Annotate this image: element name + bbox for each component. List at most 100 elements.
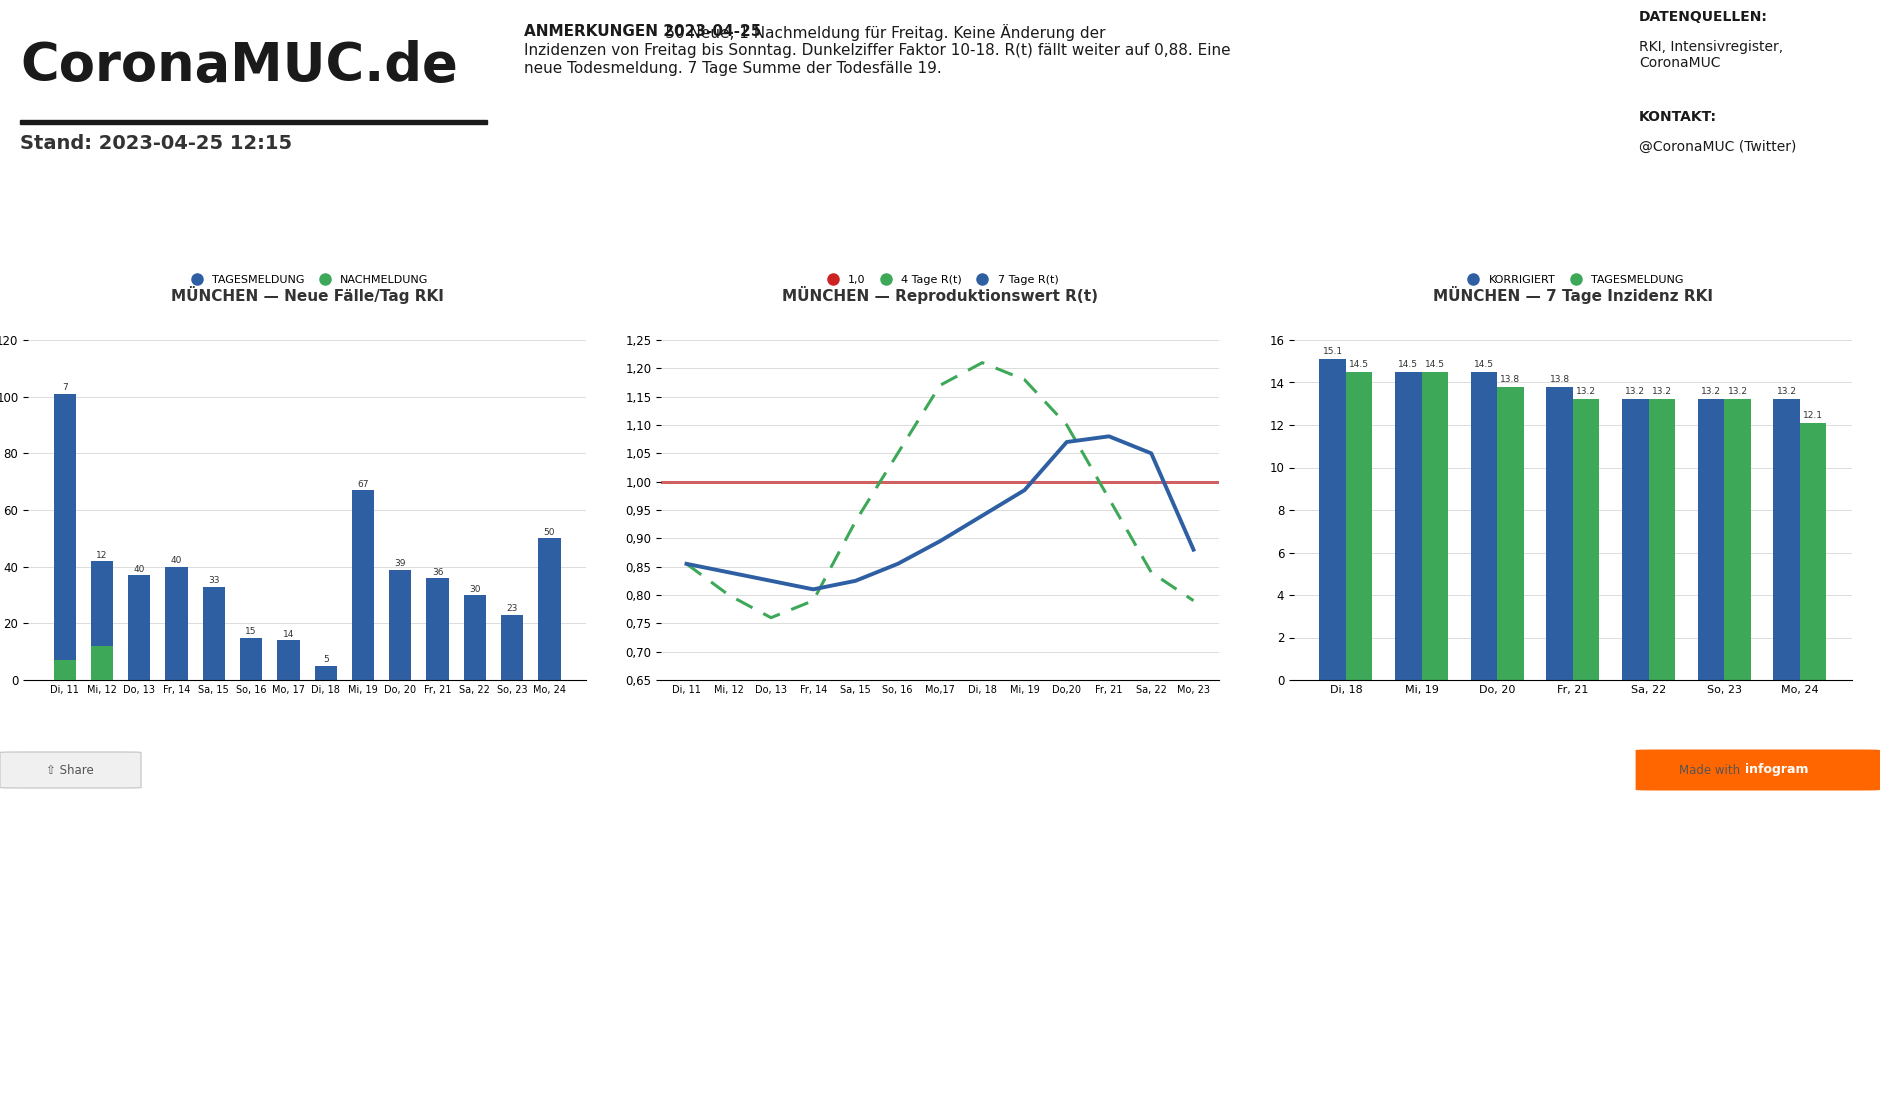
Text: 50 Neue, 1 Nachmeldung für Freitag. Keine Änderung der
Inzidenzen von Freitag bi: 50 Neue, 1 Nachmeldung für Freitag. Kein… [525, 25, 1231, 76]
Bar [1799, 423, 1827, 680]
Text: 14.5: 14.5 [1474, 360, 1495, 369]
Bar [1496, 387, 1525, 680]
Legend: TAGESMELDUNG, NACHMELDUNG: TAGESMELDUNG, NACHMELDUNG [180, 271, 432, 290]
Text: KONTAKT:: KONTAKT: [1639, 110, 1716, 124]
Title: MÜNCHEN — 7 Tage Inzidenz RKI: MÜNCHEN — 7 Tage Inzidenz RKI [1433, 286, 1713, 304]
Text: 13.8: 13.8 [1500, 374, 1521, 383]
Text: 40: 40 [133, 565, 145, 574]
Text: 15.1: 15.1 [1324, 346, 1342, 356]
Text: 13.2: 13.2 [1575, 388, 1596, 397]
Text: ANMERKUNGEN 2023-04-25: ANMERKUNGEN 2023-04-25 [525, 25, 761, 39]
Bar [314, 666, 337, 680]
Bar [464, 595, 487, 680]
Text: Di–Sa.*: Di–Sa.* [449, 319, 491, 331]
Text: 39: 39 [395, 559, 406, 568]
Text: ⇧ Share: ⇧ Share [45, 763, 94, 776]
Legend: KORRIGIERT, TAGESMELDUNG: KORRIGIERT, TAGESMELDUNG [1457, 271, 1688, 290]
Text: * RKI Zahlen zu Inzidenz, Fallzahlen, Nachmeldungen und Todesfällen: Dienstag bi: * RKI Zahlen zu Inzidenz, Fallzahlen, Na… [444, 710, 1436, 725]
Text: Täglich: Täglich [763, 319, 805, 331]
Title: MÜNCHEN — Neue Fälle/Tag RKI: MÜNCHEN — Neue Fälle/Tag RKI [171, 286, 444, 304]
Text: Stand: 2023-04-25 12:15: Stand: 2023-04-25 12:15 [21, 134, 293, 153]
Text: 7: 7 [62, 383, 68, 392]
Bar [1547, 387, 1574, 680]
Bar [538, 538, 560, 680]
Bar [1346, 372, 1372, 680]
Bar [352, 490, 374, 680]
Text: IFR/KH basiert: IFR/KH basiert [1055, 296, 1139, 310]
Text: INTENSIVBETTENBELEGUNG: INTENSIVBETTENBELEGUNG [690, 206, 876, 219]
Bar [90, 646, 113, 680]
Bar [241, 637, 263, 680]
Bar [53, 394, 75, 680]
Text: DUNKELZIFFER FAKTOR: DUNKELZIFFER FAKTOR [1019, 206, 1175, 219]
Text: BESTÄTIGTE FÄLLE: BESTÄTIGTE FÄLLE [96, 206, 218, 219]
Text: 0,88 ▼: 0,88 ▼ [1340, 250, 1480, 287]
Text: +51: +51 [111, 250, 203, 292]
Text: @CoronaMUC (Twitter): @CoronaMUC (Twitter) [1639, 140, 1795, 154]
Text: INZIDENZ RKI: INZIDENZ RKI [1679, 206, 1769, 219]
Bar [165, 567, 188, 680]
Text: 13.8: 13.8 [1549, 374, 1570, 383]
Bar [1320, 359, 1346, 680]
Text: REPRODUKTIONSWERT: REPRODUKTIONSWERT [1335, 206, 1485, 219]
Text: Made with: Made with [1679, 763, 1741, 776]
Bar [128, 575, 150, 680]
Bar [1470, 372, 1496, 680]
Text: 13.2: 13.2 [1728, 388, 1748, 397]
Bar [203, 586, 226, 680]
Bar [21, 120, 487, 124]
Text: 36: 36 [432, 568, 444, 577]
Text: 12.1: 12.1 [1803, 411, 1824, 420]
Bar [1698, 400, 1724, 680]
Bar [53, 661, 75, 680]
Bar [1395, 372, 1421, 680]
Text: VERÄNDERUNG: VERÄNDERUNG [807, 296, 897, 310]
FancyBboxPatch shape [0, 752, 141, 788]
Text: Gesamt: 2.628: Gesamt: 2.628 [427, 296, 513, 310]
Bar [276, 641, 299, 680]
Bar [1421, 372, 1448, 680]
Text: Di–Sa.*: Di–Sa.* [1701, 296, 1745, 310]
Text: 23: 23 [506, 605, 517, 614]
Text: 13.2: 13.2 [1653, 388, 1671, 397]
Text: MÜNCHEN: MÜNCHEN [684, 296, 744, 310]
Bar [90, 561, 113, 680]
Text: 5: 5 [323, 655, 329, 664]
Text: Täglich: Täglich [1075, 319, 1117, 331]
Text: 12: 12 [96, 550, 107, 559]
Legend: 1,0, 4 Tage R(t), 7 Tage R(t): 1,0, 4 Tage R(t), 7 Tage R(t) [818, 271, 1062, 290]
Text: +1: +1 [438, 250, 502, 292]
Bar [500, 615, 523, 680]
Text: infogram: infogram [1745, 763, 1809, 776]
Text: 13.2: 13.2 [1701, 388, 1720, 397]
Text: Gesamt: 720.845: Gesamt: 720.845 [105, 296, 207, 310]
Bar [389, 569, 412, 680]
Text: TODESFÄLLE: TODESFÄLLE [429, 206, 511, 219]
Bar [1773, 400, 1799, 680]
Text: 14.5: 14.5 [1350, 360, 1369, 369]
Bar [1724, 400, 1750, 680]
Text: -1: -1 [831, 250, 874, 287]
Text: CoronaMUC.de: CoronaMUC.de [21, 40, 459, 92]
Text: DATENQUELLEN:: DATENQUELLEN: [1639, 10, 1767, 25]
FancyBboxPatch shape [1636, 750, 1880, 791]
Text: 33: 33 [209, 576, 220, 585]
Text: 12,1: 12,1 [1671, 250, 1775, 292]
Text: 15: 15 [246, 627, 258, 636]
Text: 40: 40 [171, 556, 182, 565]
Text: 14: 14 [282, 629, 293, 639]
Text: 14.5: 14.5 [1425, 360, 1446, 369]
Bar [1622, 400, 1649, 680]
Text: 14.5: 14.5 [1399, 360, 1418, 369]
Text: Di–Sa.*: Di–Sa.* [135, 319, 179, 331]
Text: 30: 30 [470, 585, 481, 594]
Text: 67: 67 [357, 480, 368, 489]
Text: 50: 50 [543, 528, 555, 537]
Text: 10–18: 10–18 [1028, 250, 1166, 292]
Text: 13.2: 13.2 [1626, 388, 1645, 397]
Text: Quelle: CoronaMUC: Quelle: CoronaMUC [1354, 296, 1466, 310]
Text: Täglich: Täglich [1389, 319, 1431, 331]
Text: RKI, Intensivregister,
CoronaMUC: RKI, Intensivregister, CoronaMUC [1639, 40, 1782, 70]
Text: 11: 11 [688, 250, 741, 287]
Text: 13.2: 13.2 [1777, 388, 1797, 397]
